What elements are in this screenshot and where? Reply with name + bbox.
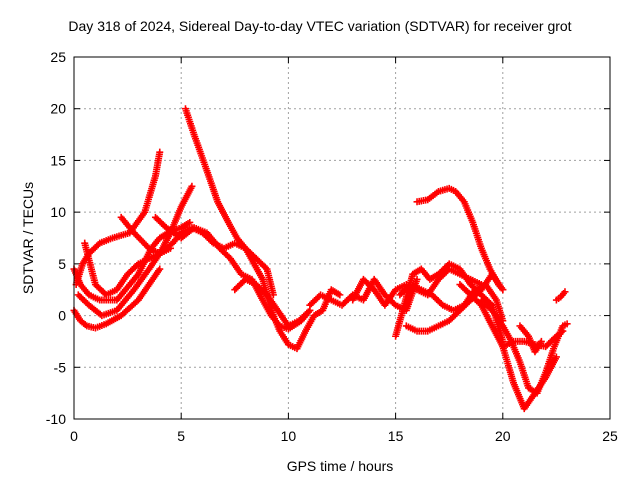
plot-frame [73,56,611,420]
data-point [188,182,196,190]
marker-layer [70,105,571,413]
series-track-15 [413,184,507,294]
series-track-4 [74,182,196,320]
series-track-19 [516,322,545,356]
data-point [133,261,141,269]
data-point [561,288,569,296]
x-tick-label: 5 [177,428,185,444]
y-tick-label: 25 [50,49,66,65]
data-point [186,218,194,226]
x-tick-label: 25 [602,428,618,444]
data-point [261,264,269,272]
data-point [156,148,164,156]
y-tick-label: 20 [50,101,66,117]
y-tick-label: 5 [58,256,66,272]
data-point [336,291,344,299]
data-point [559,327,567,335]
series-track-20 [552,288,569,304]
x-tick-label: 10 [281,428,297,444]
y-axis-label: SDTVAR / TECUs [20,181,36,295]
x-tick-label: 15 [388,428,404,444]
y-tick-label: -10 [46,411,66,427]
series-track-8 [181,105,344,353]
series-track-9 [231,275,314,330]
y-tick-label: 0 [58,308,66,324]
series-track-5 [81,239,174,299]
y-tick-label: 10 [50,204,66,220]
data-point [390,300,398,308]
data-point [563,320,571,328]
grid-layer [74,57,610,419]
data-point [94,241,102,249]
y-tick-label: -5 [54,359,67,375]
x-tick-label: 20 [495,428,511,444]
x-tick-label: 0 [70,428,78,444]
chart-title: Day 318 of 2024, Sidereal Day-to-day VTE… [68,18,572,34]
data-point [499,286,507,294]
series-track-1 [70,218,194,304]
data-point [537,337,545,345]
data-point [156,265,164,273]
data-point [269,291,277,299]
data-point [413,275,421,283]
y-tick-label: 15 [50,152,66,168]
series-track-2 [70,265,164,332]
data-point [304,308,312,316]
series-track-17 [477,296,571,397]
x-axis-label: GPS time / hours [286,458,394,474]
data-point [437,300,445,308]
tick-layer: 0 5 10 15 20 25 -10 -5 0 5 10 15 20 25 [46,49,618,444]
